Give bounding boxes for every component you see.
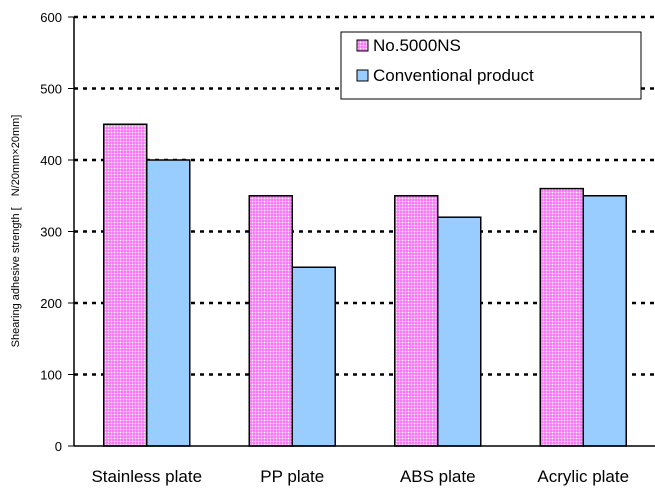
y-axis-label: Shearing adhesive strength [ N/20mm×20mm… <box>10 115 22 348</box>
bar-conventional <box>291 266 336 447</box>
bar-conventional <box>582 195 627 447</box>
y-tick-label: 100 <box>40 368 62 383</box>
bar-no5000ns <box>103 123 148 447</box>
bar-no5000ns <box>539 187 584 447</box>
x-tick-labels: Stainless plate PP plate ABS plate Acrylic … <box>91 467 629 486</box>
y-tick-labels: 0 100 200 300 400 500 600 <box>40 10 74 454</box>
y-tick-label: 600 <box>40 10 62 25</box>
legend: No.5000NS Conventional product <box>340 31 642 100</box>
y-tick-label: 300 <box>40 225 62 240</box>
bar-conventional <box>437 216 482 447</box>
legend-label-no5000ns: No.5000NS <box>373 36 461 55</box>
x-tick-label: Stainless plate <box>91 467 202 486</box>
y-tick-label: 400 <box>40 153 62 168</box>
y-tick-label: 500 <box>40 82 62 97</box>
bar-no5000ns <box>248 195 293 447</box>
y-tick-label: 200 <box>40 296 62 311</box>
y-tick-label: 0 <box>55 439 62 454</box>
bar-conventional <box>146 159 191 447</box>
x-tick-label: Acrylic plate <box>537 467 629 486</box>
legend-label-conventional: Conventional product <box>373 66 534 85</box>
bars <box>103 123 627 447</box>
x-tick-label: PP plate <box>260 467 324 486</box>
legend-swatch-conventional <box>356 69 369 82</box>
legend-box <box>340 31 642 100</box>
legend-swatch-no5000ns <box>356 39 369 52</box>
bar-no5000ns <box>394 195 439 447</box>
x-tick-label: ABS plate <box>400 467 476 486</box>
